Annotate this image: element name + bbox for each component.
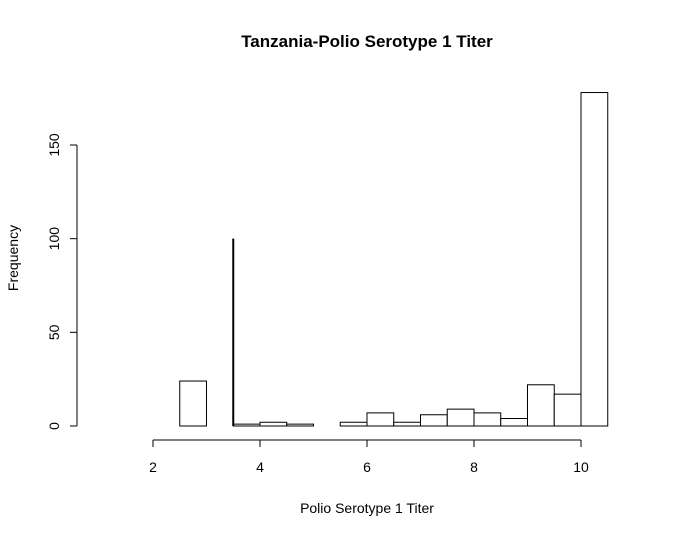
histogram-bar-4 xyxy=(286,423,314,427)
x-tick-label-4: 10 xyxy=(573,459,589,475)
histogram-bar-8 xyxy=(393,421,421,427)
x-tick-label-2: 6 xyxy=(363,459,371,475)
x-tick-label-0: 2 xyxy=(149,459,157,475)
histogram-bars xyxy=(179,92,609,427)
y-axis: 0 50 100 150 xyxy=(46,133,78,430)
histogram-bar-10 xyxy=(446,408,475,427)
histogram-bar-15 xyxy=(580,92,609,427)
histogram-bar-6 xyxy=(339,421,368,427)
y-tick-label-2: 100 xyxy=(46,227,62,251)
y-axis-label: Frequency xyxy=(5,225,21,291)
chart-title: Tanzania-Polio Serotype 1 Titer xyxy=(241,32,493,51)
histogram-bar-13 xyxy=(527,384,555,427)
x-axis: 2 4 6 8 10 xyxy=(149,439,589,475)
histogram-bar-14 xyxy=(553,393,582,427)
histogram-bar-2 xyxy=(232,423,261,427)
y-tick-label-1: 50 xyxy=(46,324,62,340)
histogram-bar-11 xyxy=(473,412,502,427)
x-axis-label: Polio Serotype 1 Titer xyxy=(300,500,434,516)
histogram-bar-9 xyxy=(420,414,448,427)
histogram-bar-7 xyxy=(366,412,395,427)
histogram-bar-12 xyxy=(500,418,528,427)
y-tick-label-0: 0 xyxy=(46,422,62,430)
histogram-bar-0 xyxy=(179,380,207,427)
y-tick-label-3: 150 xyxy=(46,133,62,157)
x-tick-label-3: 8 xyxy=(470,459,478,475)
histogram-bar-3 xyxy=(259,421,288,427)
x-tick-label-1: 4 xyxy=(256,459,264,475)
